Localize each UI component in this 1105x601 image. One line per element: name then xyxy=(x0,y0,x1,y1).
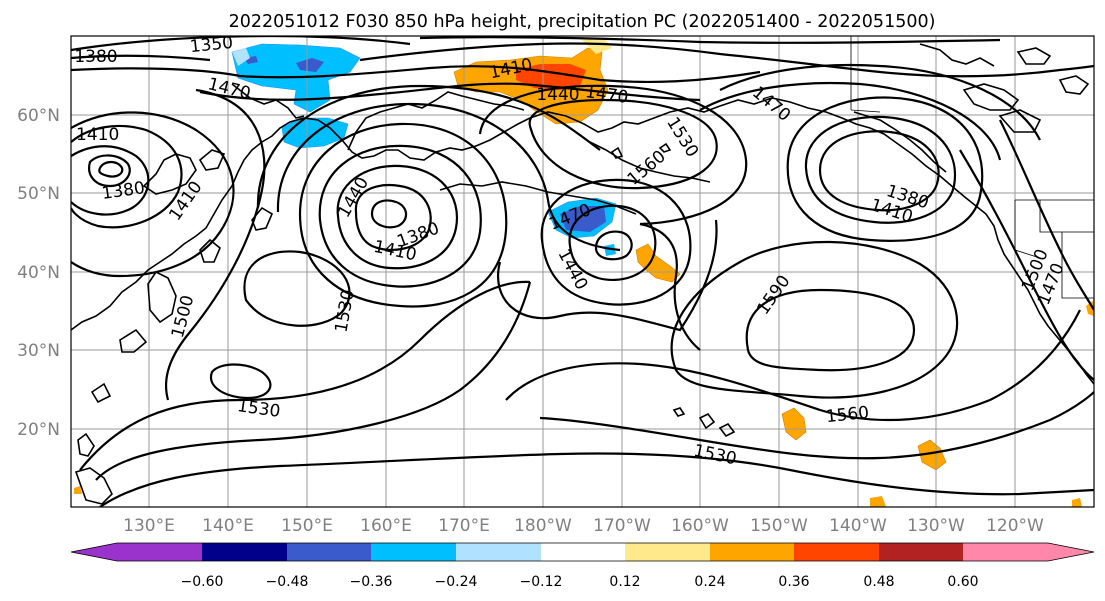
colorbar-segment xyxy=(371,543,456,561)
lat-label: 30°N xyxy=(17,341,60,361)
colorbar-segment xyxy=(625,543,710,561)
colorbar-tick-label: 0.36 xyxy=(778,574,809,590)
colorbar-tick-label: 0.24 xyxy=(694,574,725,590)
colorbar-segment xyxy=(710,543,794,561)
contour-label: 1410 xyxy=(76,125,119,145)
lat-label: 20°N xyxy=(17,420,60,440)
colorbar-extend-high xyxy=(1048,543,1094,561)
colorbar-tick-label: −0.60 xyxy=(181,574,224,590)
map-panel: 1380 1350 1410 1470 1470 1470 1410 1380 … xyxy=(70,33,1095,508)
contour-label: 1440 xyxy=(536,85,579,105)
lon-label: 130°W xyxy=(907,516,965,536)
colorbar-tick-label: 0.12 xyxy=(609,574,640,590)
lat-label: 50°N xyxy=(17,184,60,204)
lon-label: 160°E xyxy=(360,516,412,536)
lon-label: 150°E xyxy=(281,516,333,536)
colorbar-extend-low xyxy=(71,543,117,561)
lat-label: 60°N xyxy=(17,106,60,126)
lon-label: 150°W xyxy=(750,516,808,536)
contour-label: 1560 xyxy=(825,403,870,427)
colorbar-segment xyxy=(202,543,287,561)
colorbar-segment xyxy=(117,543,202,561)
figure-title: 2022051012 F030 850 hPa height, precipit… xyxy=(229,12,936,32)
colorbar-segment xyxy=(456,543,541,561)
lon-tick-labels: 130°E 140°E 150°E 160°E 170°E 180°W 170°… xyxy=(123,516,1044,536)
lon-label: 170°W xyxy=(593,516,651,536)
colorbar-tick-label: −0.36 xyxy=(350,574,393,590)
colorbar-segment xyxy=(541,543,625,561)
height-contours xyxy=(71,36,1094,507)
lon-label: 130°E xyxy=(123,516,175,536)
colorbar-segment xyxy=(287,543,371,561)
lon-label: 140°W xyxy=(829,516,887,536)
colorbar-segment xyxy=(963,543,1048,561)
lon-label: 120°W xyxy=(986,516,1044,536)
lon-label: 160°W xyxy=(671,516,729,536)
lon-label: 170°E xyxy=(438,516,490,536)
lon-label: 140°E xyxy=(202,516,254,536)
colorbar-tick-label: −0.48 xyxy=(266,574,309,590)
colorbar-tick-label: −0.12 xyxy=(520,574,563,590)
colorbar-segment xyxy=(879,543,963,561)
colorbar: −0.60 −0.48 −0.36 −0.24 −0.12 0.12 0.24 … xyxy=(70,542,1095,590)
contour-label: 1380 xyxy=(74,47,117,67)
contour-label: 1350 xyxy=(189,33,234,57)
lat-label: 40°N xyxy=(17,263,60,283)
colorbar-tick-label: 0.48 xyxy=(863,574,894,590)
colorbar-segment xyxy=(794,543,879,561)
map-frame xyxy=(70,35,1095,508)
colorbar-tick-label: −0.24 xyxy=(435,574,478,590)
lat-tick-labels: 60°N 50°N 40°N 30°N 20°N xyxy=(17,106,60,440)
lon-label: 180°W xyxy=(514,516,572,536)
colorbar-tick-label: 0.60 xyxy=(947,574,978,590)
